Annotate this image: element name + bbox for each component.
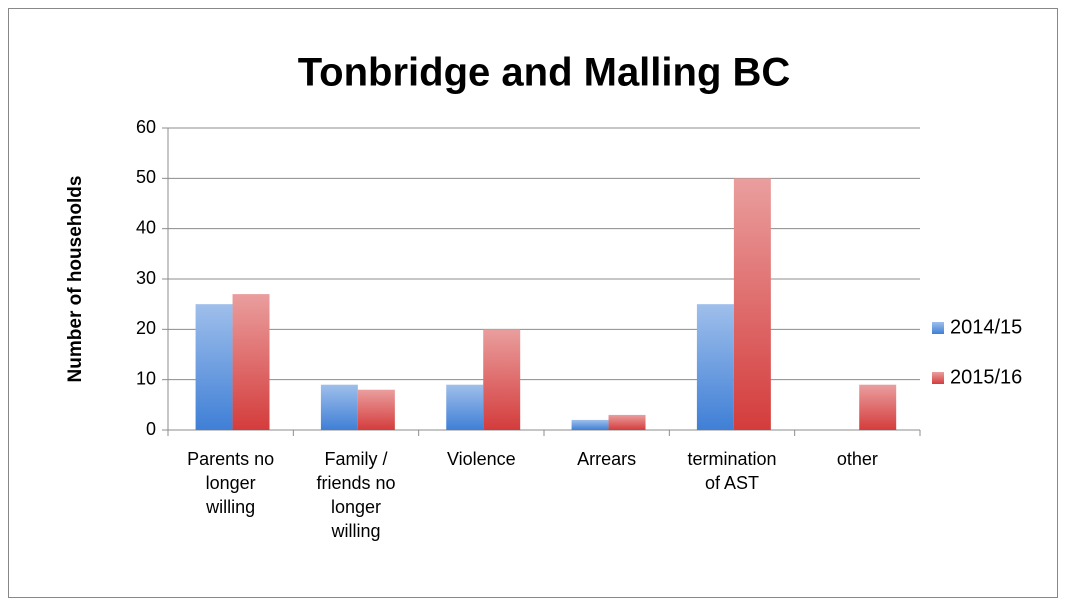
y-tick-label: 40	[136, 217, 156, 237]
bar	[357, 389, 395, 430]
x-tick-label: Arrears	[577, 449, 636, 469]
chart-frame	[8, 8, 1058, 598]
bar	[733, 178, 771, 430]
y-tick-label: 0	[146, 419, 156, 439]
x-tick-label: Family / friends no longer willing	[316, 449, 395, 541]
x-tick-label: Violence	[447, 449, 516, 469]
legend-label: 2015/16	[950, 366, 1022, 388]
y-tick-label: 20	[136, 318, 156, 338]
legend-swatch	[932, 322, 944, 334]
x-tick-label: Parents no longer willing	[187, 449, 274, 517]
bar	[483, 329, 521, 430]
bar	[608, 414, 646, 430]
y-axis-label: Number of households	[65, 176, 86, 383]
bar	[320, 384, 358, 430]
bar	[571, 419, 609, 430]
x-tick-label: termination of AST	[687, 449, 776, 493]
bar	[859, 384, 897, 430]
x-tick-label: other	[837, 449, 878, 469]
y-tick-label: 50	[136, 167, 156, 187]
bar	[696, 304, 734, 430]
bar	[195, 304, 233, 430]
bar	[446, 384, 484, 430]
chart-title: Tonbridge and Malling BC	[298, 51, 791, 95]
legend-swatch	[932, 372, 944, 384]
bar	[232, 294, 270, 430]
legend-label: 2014/15	[950, 316, 1022, 338]
y-tick-label: 30	[136, 268, 156, 288]
y-tick-label: 10	[136, 368, 156, 388]
y-tick-label: 60	[136, 117, 156, 137]
